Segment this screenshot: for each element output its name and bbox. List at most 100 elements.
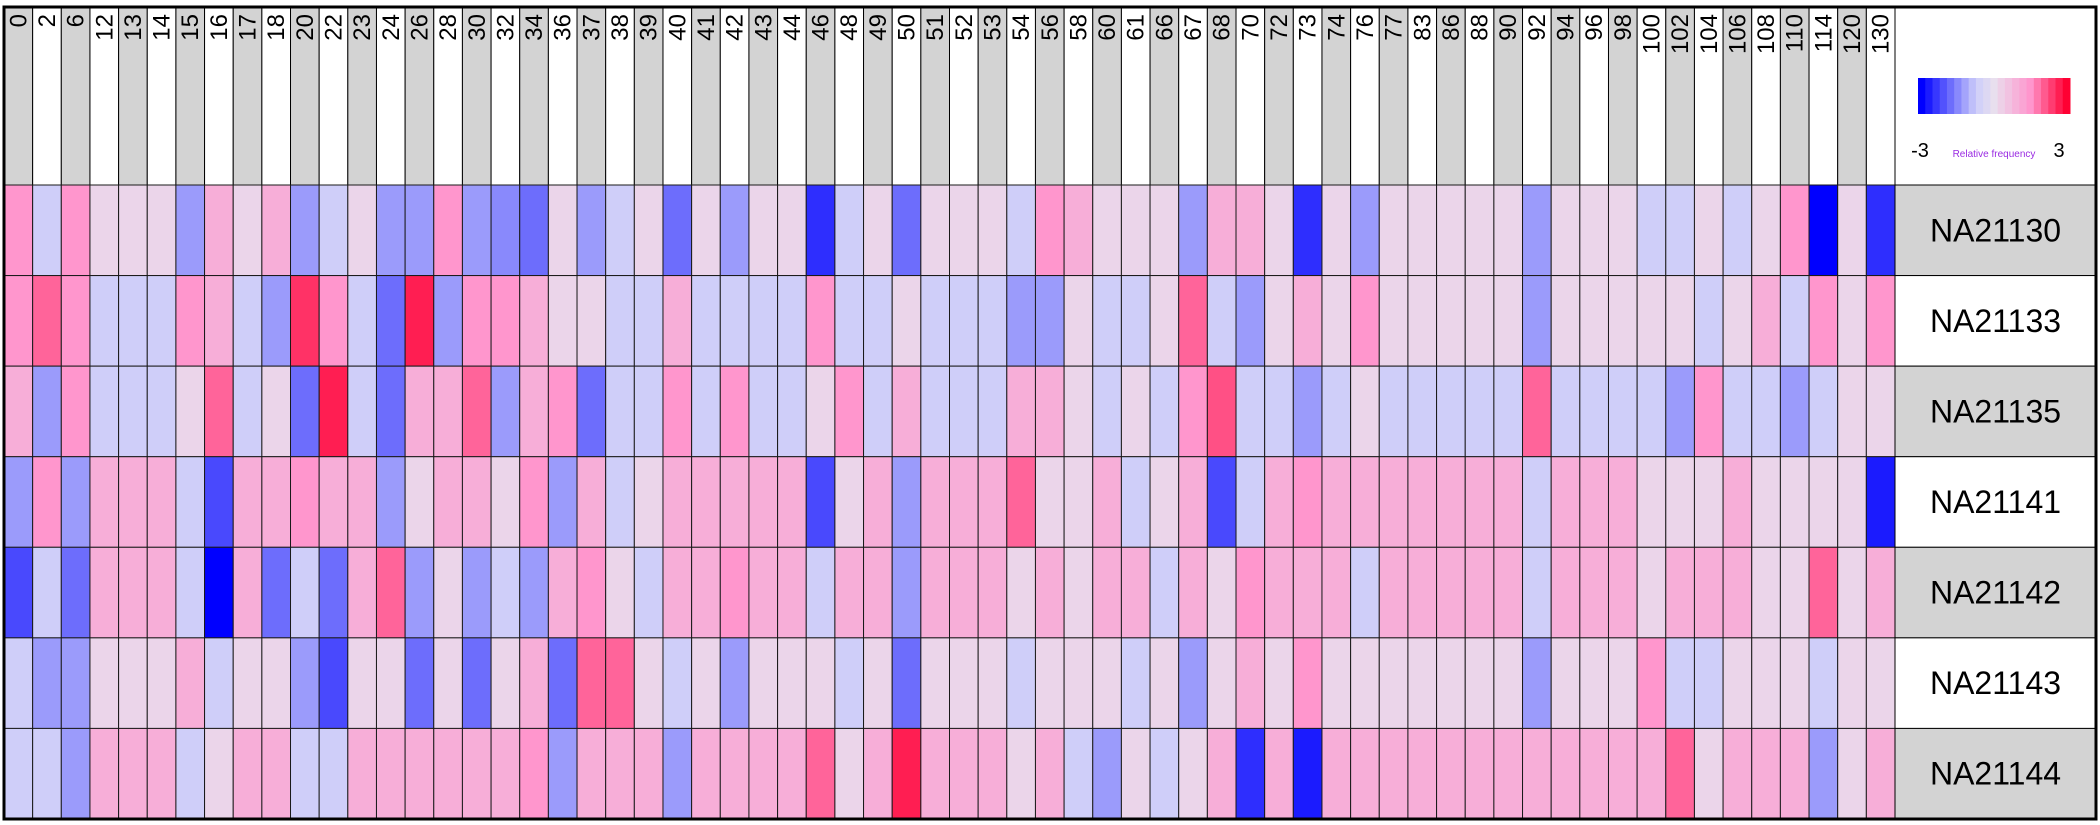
heatmap-cell [576,546,607,639]
column-label: 13 [120,14,147,41]
heatmap-cell [1120,184,1151,277]
column-label: 66 [1151,14,1178,41]
column-label: 12 [91,14,118,41]
heatmap-cell [1579,546,1609,639]
heatmap-cell [1034,184,1065,277]
heatmap-cell [347,727,377,820]
heatmap-cell [748,637,779,729]
heatmap-cell [1693,184,1724,277]
heatmap-cell [633,546,664,639]
row-label-cell [1894,184,2097,277]
column-label: 77 [1381,14,1408,41]
heatmap-cell [1693,365,1724,458]
heatmap-cell [1235,546,1266,639]
column-label: 83 [1409,14,1436,41]
heatmap-cell [433,275,463,367]
heatmap-cell [1321,456,1352,548]
heatmap-cell [1407,456,1438,548]
heatmap-cell [1436,637,1466,729]
heatmap-cell [805,275,836,367]
heatmap-cell [1149,184,1180,277]
heatmap-cell [1865,184,1896,277]
column-label: 120 [1839,14,1866,54]
heatmap-cell [547,727,578,820]
column-label: 104 [1696,14,1723,54]
heatmap-cell [863,727,893,820]
heatmap-cell [633,275,664,367]
heatmap-cell [204,637,234,729]
heatmap-cell [1149,637,1180,729]
heatmap-cell [920,456,951,548]
heatmap-cell [1522,546,1552,639]
heatmap-cell [1206,275,1237,367]
heatmap-cell [1264,275,1294,367]
heatmap-cell [1264,365,1294,458]
heatmap-cell [605,365,635,458]
heatmap-cell [1292,184,1323,277]
heatmap-cell [1636,456,1667,548]
heatmap-cell [805,456,836,548]
heatmap-cell [290,365,320,458]
heatmap-cell [490,456,521,548]
column-label: 41 [693,14,720,41]
heatmap-cell [1493,456,1524,548]
column-label: 28 [435,14,462,41]
heatmap-cell [1607,727,1638,820]
column-label: 36 [550,14,577,41]
column-label: 114 [1810,14,1837,52]
heatmap-cell [1579,637,1609,729]
heatmap-cell [777,637,807,729]
column-label: 58 [1065,14,1092,41]
row-label-cell [1894,727,2097,820]
heatmap-cell [1865,456,1896,548]
heatmap-cell [1034,546,1065,639]
heatmap-cell [1378,365,1409,458]
heatmap-cell [204,456,234,548]
heatmap-cell [834,184,865,277]
heatmap-cell [891,546,922,639]
heatmap-cell [1751,727,1781,820]
heatmap-cell [290,456,320,548]
heatmap-cell [977,637,1008,729]
column-label: 72 [1266,14,1293,41]
heatmap-cell [1235,727,1266,820]
heatmap-cell [1607,546,1638,639]
heatmap-cell [318,365,349,458]
column-header-cell [1407,6,1438,186]
heatmap-cell [1092,546,1122,639]
heatmap-cell [60,546,91,639]
heatmap-cell [891,275,922,367]
column-label: 38 [607,14,634,41]
heatmap-cell [805,637,836,729]
heatmap-cell [32,546,62,639]
heatmap-cell [318,727,349,820]
heatmap-cell [1092,456,1122,548]
heatmap-cell [1464,365,1495,458]
heatmap-cell [32,275,62,367]
heatmap-cell [89,546,120,639]
heatmap-cell [805,365,836,458]
column-label: 61 [1123,14,1150,41]
heatmap-cell [547,275,578,367]
heatmap-cell [1006,637,1036,729]
heatmap-cell [3,546,34,639]
heatmap-cell [1235,637,1266,729]
column-label: 74 [1323,14,1350,41]
heatmap-cell [1321,365,1352,458]
heatmap-cell [1579,365,1609,458]
heatmap-cell [1693,727,1724,820]
heatmap-cell [1751,184,1781,277]
heatmap-cell [433,456,463,548]
column-header-band: 0 2 6 12 13 14 15 16 17 18 20 22 23 24 26 28 30 32 34 36 37 3… [3,6,1896,186]
heatmap-cell [1206,365,1237,458]
heatmap-cell [1522,275,1552,367]
heatmap-cell [261,184,292,277]
legend-swatch [1925,78,1933,114]
heatmap-cell [1178,275,1208,367]
heatmap-cell [1120,637,1151,729]
column-label: 18 [263,14,290,41]
heatmap-cell [1235,365,1266,458]
column-header-cell [891,6,922,186]
heatmap-cell [175,365,206,458]
heatmap-cell [519,275,549,367]
